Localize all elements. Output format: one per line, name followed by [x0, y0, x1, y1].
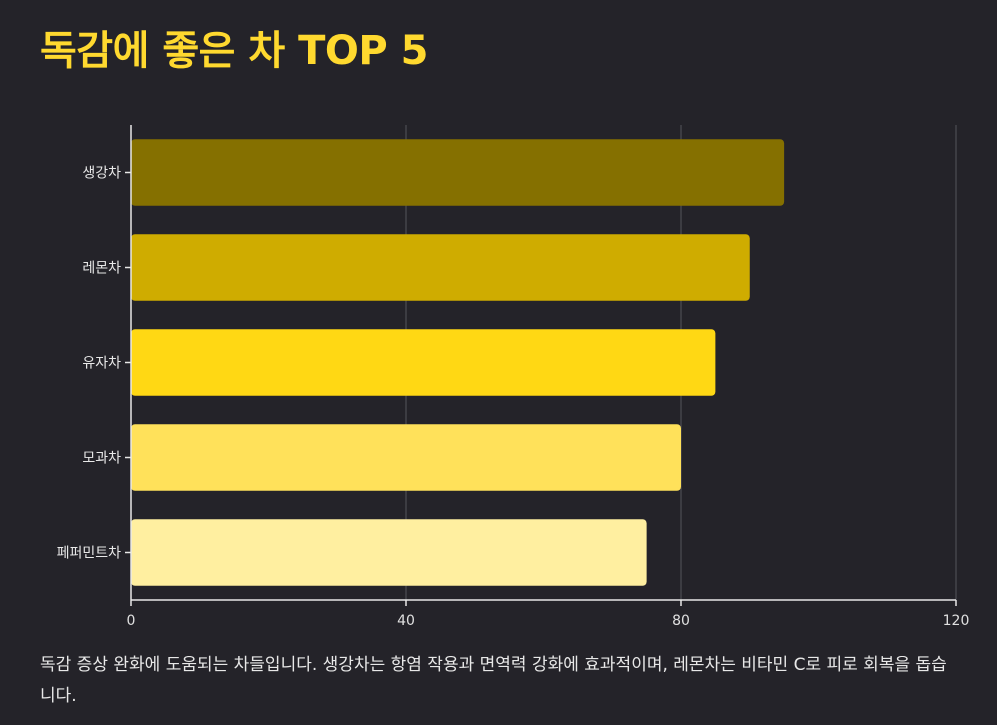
x-tick-label: 0 — [127, 613, 136, 629]
x-tick-label: 120 — [943, 613, 970, 629]
bar — [131, 139, 785, 206]
page-title: 독감에 좋은 차 TOP 5 — [40, 28, 428, 74]
bar — [131, 519, 647, 586]
x-tick-label: 80 — [672, 613, 690, 629]
x-axis: 0 40 80 120 — [127, 599, 970, 629]
chart-description: 독감 증상 완화에 도움되는 차들입니다. 생강차는 항염 작용과 면역력 강화… — [40, 655, 947, 706]
bar — [131, 234, 750, 301]
bars — [131, 139, 785, 586]
x-tick-label: 40 — [397, 613, 415, 629]
category-label: 페퍼민트차 — [57, 546, 122, 562]
category-label: 생강차 — [82, 166, 121, 182]
bar — [131, 424, 681, 491]
category-label: 레몬차 — [82, 261, 121, 277]
bar — [131, 329, 716, 396]
category-label: 유자차 — [82, 356, 121, 372]
category-label: 모과차 — [82, 451, 121, 467]
